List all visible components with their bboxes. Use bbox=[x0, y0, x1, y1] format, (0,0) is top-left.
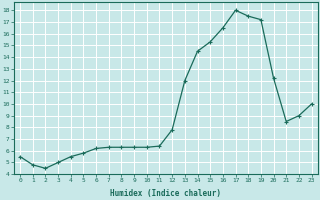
X-axis label: Humidex (Indice chaleur): Humidex (Indice chaleur) bbox=[110, 189, 221, 198]
